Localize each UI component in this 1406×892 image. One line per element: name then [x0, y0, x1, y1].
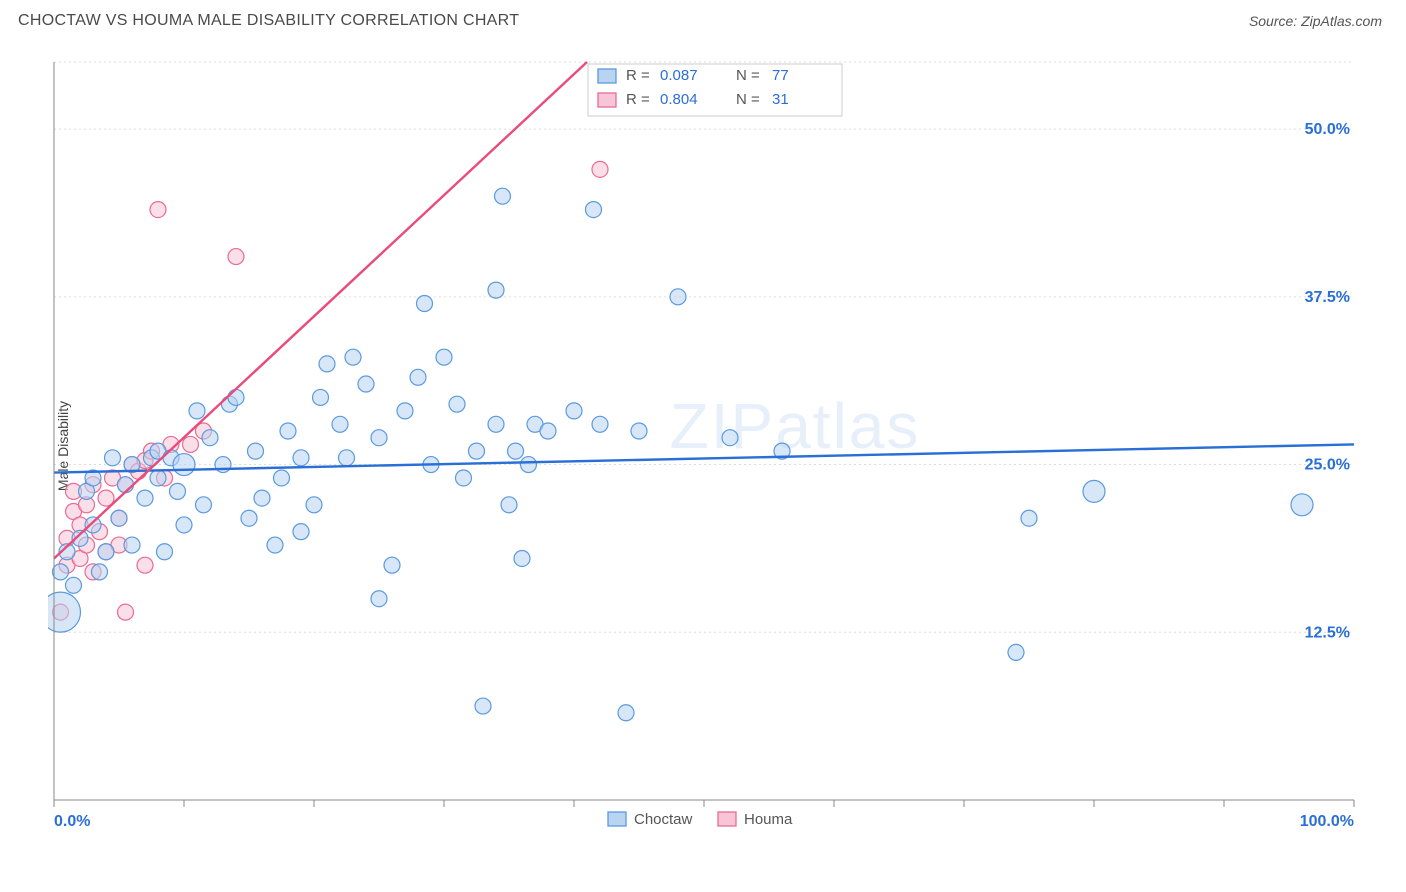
chart-title: CHOCTAW VS HOUMA MALE DISABILITY CORRELA… — [18, 12, 519, 30]
data-point — [85, 517, 101, 533]
data-point — [540, 423, 556, 439]
watermark: ZIPatlas — [670, 390, 921, 462]
data-point — [469, 443, 485, 459]
bottom-legend-swatch — [608, 812, 626, 826]
data-point — [345, 349, 361, 365]
data-point — [1083, 480, 1105, 502]
data-point — [137, 557, 153, 573]
legend-swatch — [598, 69, 616, 83]
data-point — [501, 497, 517, 513]
data-point — [495, 188, 511, 204]
data-point — [293, 450, 309, 466]
y-axis-tick-label: 25.0% — [1305, 457, 1350, 474]
legend-r-value: 0.087 — [660, 67, 698, 84]
data-point — [371, 591, 387, 607]
data-point — [722, 430, 738, 446]
data-point — [306, 497, 322, 513]
x-axis-tick-label: 0.0% — [54, 813, 90, 830]
chart-container: ZIPatlas 0.0% 100.0% 12.5% 25.0% 37.5% 50.0% R … — [48, 42, 1384, 832]
data-point — [274, 470, 290, 486]
data-point — [313, 389, 329, 405]
data-point — [417, 296, 433, 312]
data-point — [66, 577, 82, 593]
legend-n-label: N = — [736, 67, 760, 84]
data-point — [157, 544, 173, 560]
source-attribution: Source: ZipAtlas.com — [1249, 13, 1382, 29]
data-point — [631, 423, 647, 439]
data-point — [436, 349, 452, 365]
data-point — [1291, 494, 1313, 516]
data-point — [176, 517, 192, 533]
bottom-legend-swatch — [718, 812, 736, 826]
data-point — [98, 544, 114, 560]
data-point — [592, 161, 608, 177]
regression-line — [54, 62, 587, 558]
data-point — [332, 416, 348, 432]
data-point — [150, 202, 166, 218]
data-point — [397, 403, 413, 419]
data-point — [618, 705, 634, 721]
y-axis-tick-label: 12.5% — [1305, 624, 1350, 641]
data-point — [410, 369, 426, 385]
legend-n-value: 77 — [772, 67, 789, 84]
data-point — [319, 356, 335, 372]
data-point — [228, 249, 244, 265]
data-point — [170, 483, 186, 499]
data-point — [293, 524, 309, 540]
data-point — [196, 497, 212, 513]
data-point — [475, 698, 491, 714]
legend-r-label: R = — [626, 91, 650, 108]
scatter-chart: ZIPatlas 0.0% 100.0% 12.5% 25.0% 37.5% 50.0% R … — [48, 42, 1384, 832]
data-point — [1021, 510, 1037, 526]
legend-r-value: 0.804 — [660, 91, 698, 108]
bottom-legend-label: Houma — [744, 811, 793, 828]
data-point — [124, 537, 140, 553]
data-point — [592, 416, 608, 432]
data-point — [118, 604, 134, 620]
data-point — [183, 436, 199, 452]
data-point — [339, 450, 355, 466]
data-point — [92, 564, 108, 580]
data-point — [137, 490, 153, 506]
data-point — [202, 430, 218, 446]
data-point — [566, 403, 582, 419]
data-point — [1008, 644, 1024, 660]
x-axis-tick-label: 100.0% — [1300, 813, 1354, 830]
legend-r-label: R = — [626, 67, 650, 84]
data-point — [111, 510, 127, 526]
data-point — [670, 289, 686, 305]
data-point — [586, 202, 602, 218]
data-point — [280, 423, 296, 439]
data-point — [48, 592, 81, 632]
data-point — [189, 403, 205, 419]
data-point — [514, 550, 530, 566]
data-point — [488, 416, 504, 432]
data-point — [241, 510, 257, 526]
data-point — [53, 564, 69, 580]
legend-n-value: 31 — [772, 91, 789, 108]
y-axis-tick-label: 37.5% — [1305, 289, 1350, 306]
data-point — [384, 557, 400, 573]
data-point — [456, 470, 472, 486]
legend-n-label: N = — [736, 91, 760, 108]
data-point — [173, 454, 195, 476]
data-point — [521, 457, 537, 473]
data-point — [267, 537, 283, 553]
legend-swatch — [598, 93, 616, 107]
data-point — [371, 430, 387, 446]
data-point — [508, 443, 524, 459]
data-point — [228, 389, 244, 405]
data-point — [248, 443, 264, 459]
data-point — [150, 470, 166, 486]
data-point — [488, 282, 504, 298]
data-point — [105, 450, 121, 466]
data-point — [254, 490, 270, 506]
bottom-legend-label: Choctaw — [634, 811, 693, 828]
data-point — [449, 396, 465, 412]
data-point — [358, 376, 374, 392]
y-axis-tick-label: 50.0% — [1305, 121, 1350, 138]
